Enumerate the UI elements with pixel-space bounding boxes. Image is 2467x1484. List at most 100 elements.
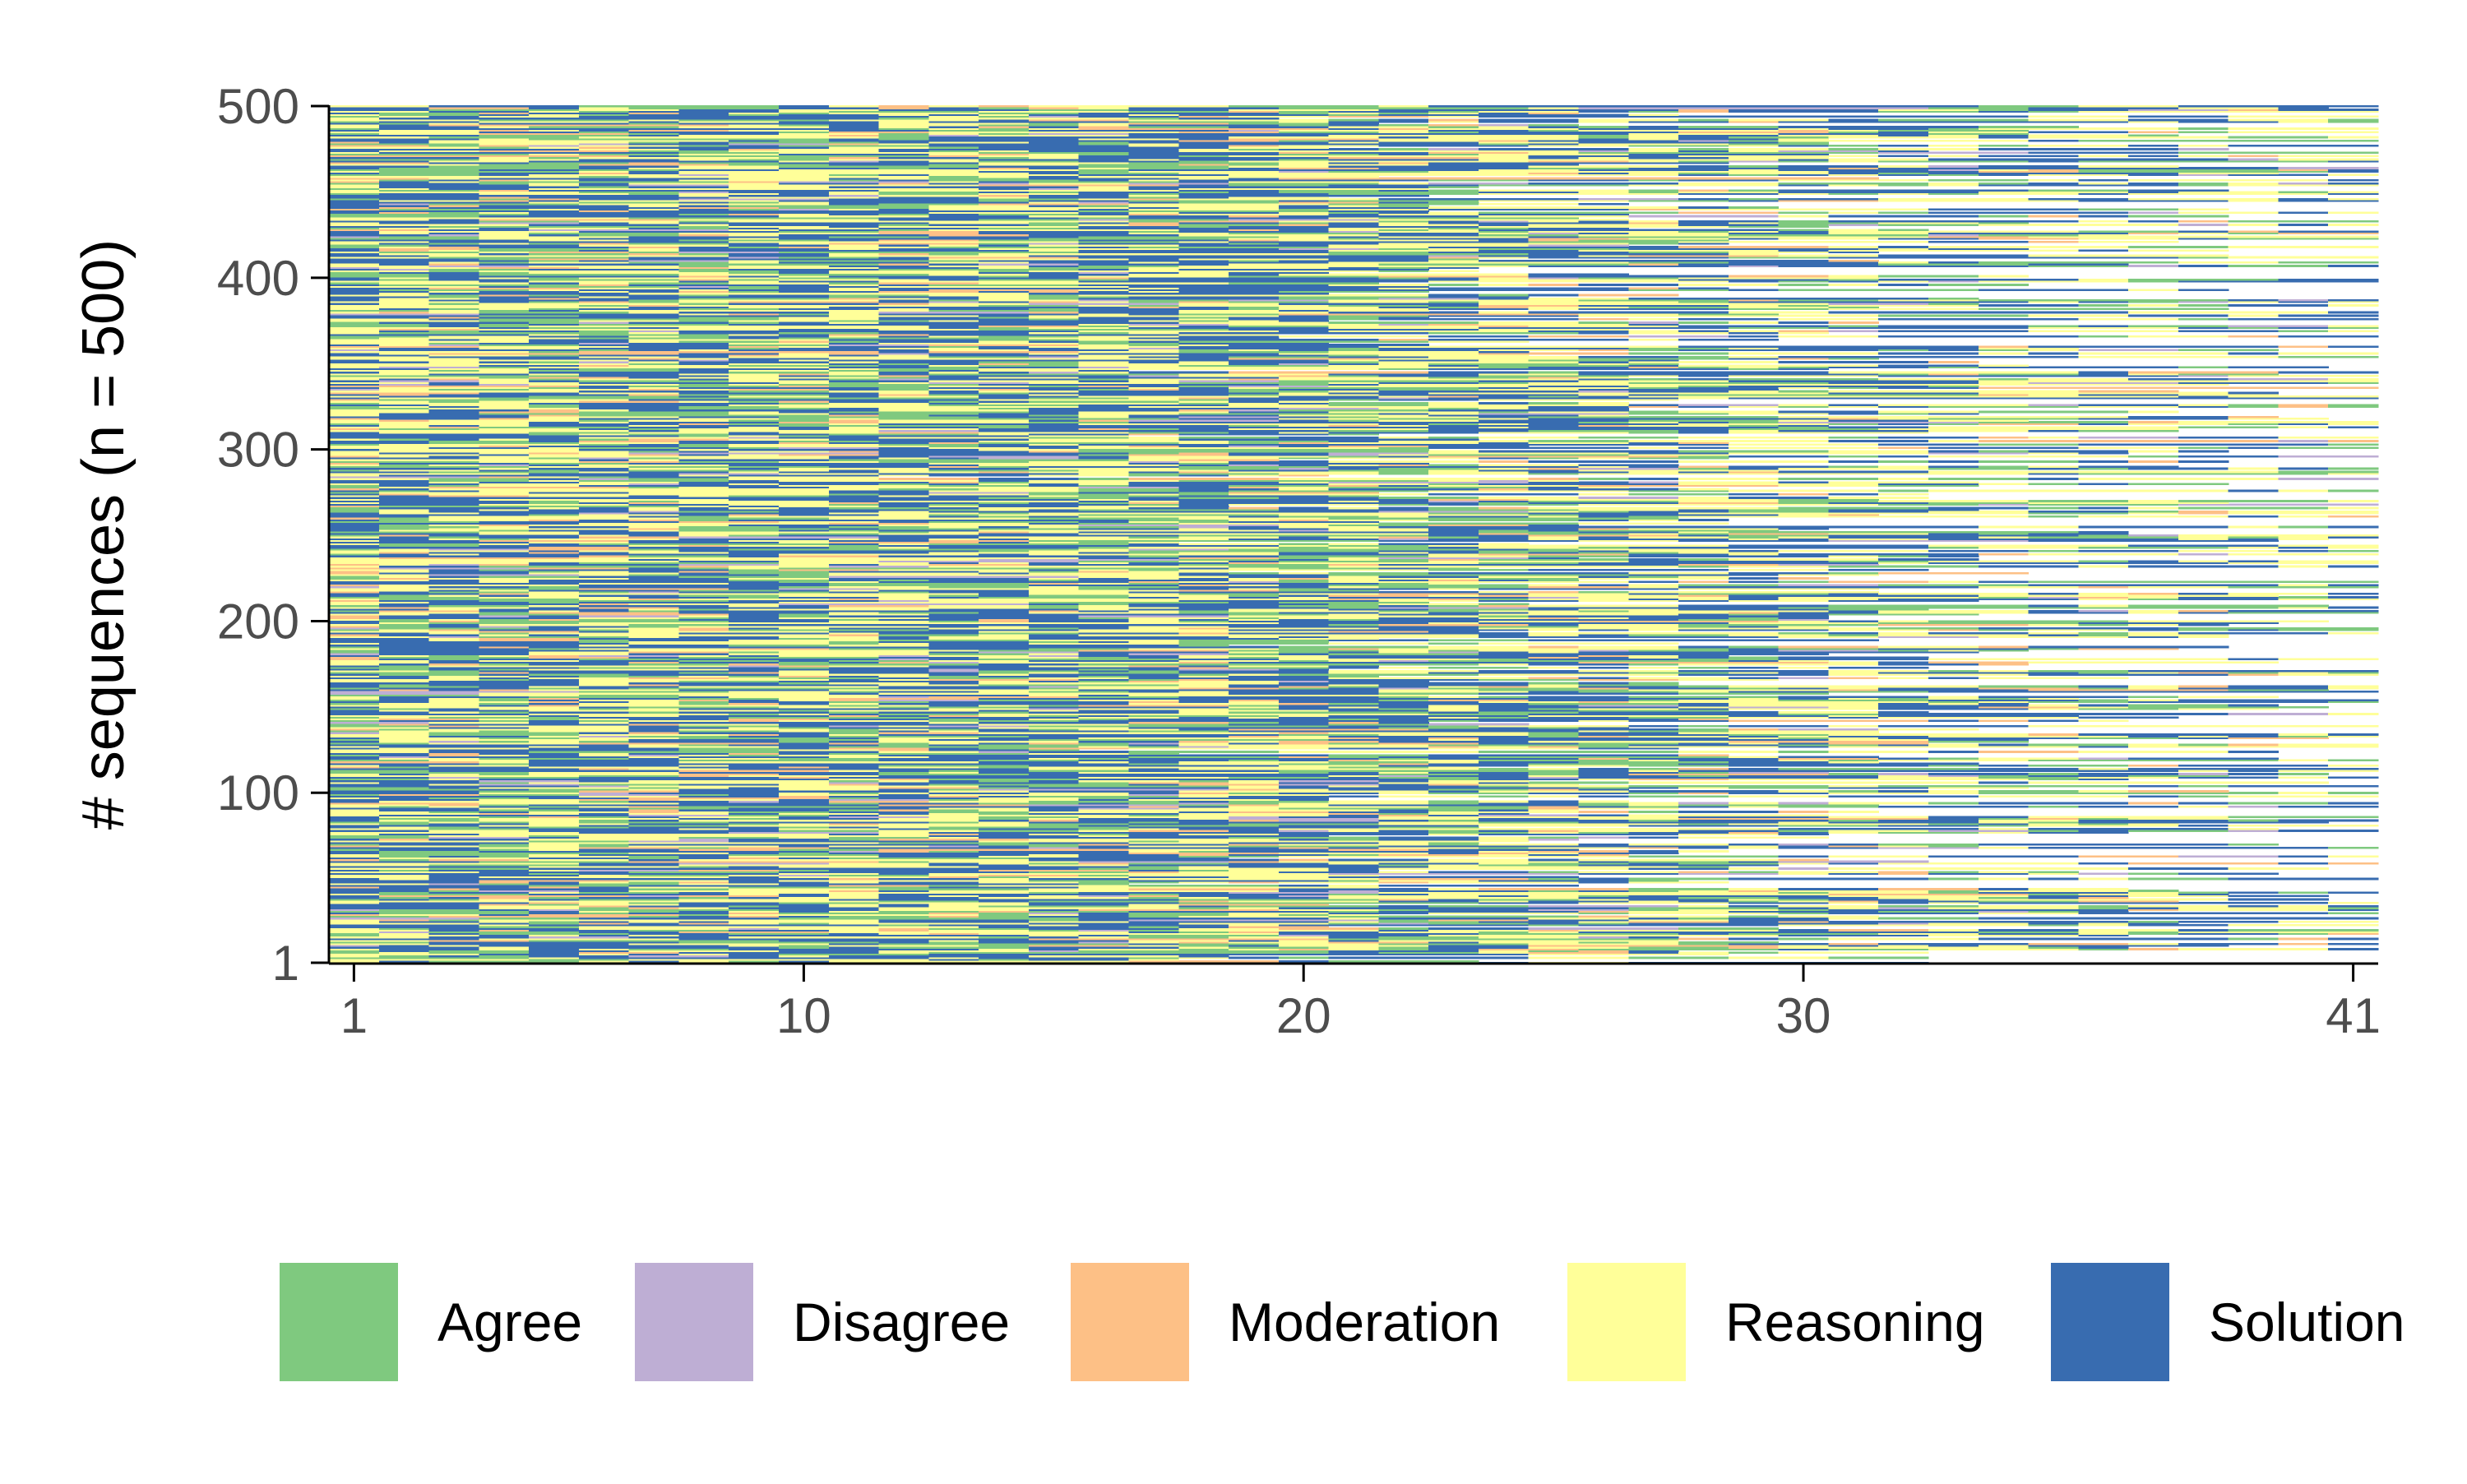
sequence-cell (928, 863, 979, 867)
sequence-row (329, 802, 2379, 805)
sequence-cell (578, 790, 630, 793)
sequence-cell (1428, 881, 1479, 884)
sequence-cell (2228, 792, 2280, 794)
sequence-cell (1478, 838, 1530, 841)
sequence-cell (1328, 754, 1379, 756)
sequence-cell (378, 915, 430, 918)
sequence-cell (378, 848, 430, 851)
sequence-cell (878, 792, 929, 794)
sequence-cell (979, 803, 1030, 807)
sequence-cell (1078, 899, 1130, 903)
sequence-cell (1378, 879, 1429, 882)
sequence-cell (1628, 778, 1679, 781)
sequence-cell (878, 899, 929, 903)
sequence-cell (1678, 784, 1729, 788)
sequence-cell (378, 857, 430, 860)
sequence-cell (1178, 830, 1229, 832)
sequence-cell (828, 917, 880, 920)
sequence-cell (1478, 863, 1530, 867)
sequence-cell (1178, 893, 1229, 896)
sequence-cell (1028, 771, 1080, 774)
sequence-cell (729, 800, 780, 803)
sequence-cell (1928, 888, 1979, 890)
sequence-cell (1628, 881, 1679, 884)
sequence-cell (1378, 915, 1429, 918)
sequence-cell (928, 869, 979, 871)
sequence-cell (979, 824, 1030, 827)
sequence-cell (1428, 932, 1479, 936)
sequence-cell (1229, 816, 1280, 819)
sequence-cell (1578, 822, 1629, 825)
sequence-cell (578, 819, 630, 822)
sequence-cell (2128, 828, 2179, 830)
sequence-cell (1078, 858, 1130, 862)
sequence-cell (578, 847, 630, 849)
sequence-cell (479, 841, 530, 844)
sequence-cell (729, 805, 780, 808)
sequence-cell (979, 871, 1030, 873)
sequence-cell (878, 805, 929, 808)
sequence-cell (1478, 778, 1530, 781)
sequence-cell (979, 792, 1030, 794)
sequence-cell (1078, 884, 1130, 887)
sequence-cell (729, 836, 780, 839)
sequence-cell (1078, 959, 1130, 963)
sequence-cell (878, 917, 929, 920)
sequence-cell (1128, 795, 1179, 798)
sequence-cell (928, 834, 979, 838)
sequence-cell (1728, 890, 1780, 892)
sequence-cell (878, 847, 929, 849)
sequence-cell (1878, 790, 1929, 793)
sequence-cell (1528, 896, 1580, 899)
sequence-row (329, 833, 1830, 835)
sequence-cell (1428, 795, 1479, 798)
sequence-cell (1528, 786, 1580, 789)
sequence-cell (878, 770, 929, 772)
sequence-cell (979, 917, 1030, 920)
sequence-cell (1928, 719, 1979, 723)
sequence-cell (2228, 713, 2280, 715)
sequence-cell (1828, 786, 1879, 789)
sequence-cell (2228, 781, 2280, 784)
sequence-cell (678, 863, 729, 867)
sequence-cell (2028, 733, 2079, 736)
sequence-cell (1528, 910, 1580, 913)
sequence-cell (779, 936, 830, 939)
sequence-cell (1528, 922, 1580, 925)
sequence-cell (678, 877, 729, 881)
sequence-cell (1928, 822, 1979, 825)
sequence-cell (1978, 786, 2030, 789)
sequence-cell (1328, 862, 1379, 865)
sequence-cell (329, 852, 380, 854)
sequence-cell (878, 901, 929, 904)
sequence-cell (2028, 948, 2079, 950)
sequence-cell (479, 779, 530, 783)
sequence-cell (1628, 816, 1679, 819)
sequence-cell (1828, 915, 1879, 918)
sequence-cell (1628, 922, 1679, 925)
sequence-cell (1728, 784, 1780, 788)
sequence-cell (1229, 805, 1280, 808)
sequence-cell (878, 927, 929, 930)
sequence-cell (1328, 809, 1379, 811)
sequence-cell (1178, 857, 1229, 860)
sequence-cell (2078, 790, 2129, 793)
sequence-cell (1028, 895, 1080, 898)
sequence-cell (678, 941, 729, 944)
sequence-cell (1229, 941, 1280, 944)
sequence-cell (1478, 805, 1530, 808)
sequence-cell (1528, 860, 1580, 863)
sequence-cell (628, 839, 680, 843)
sequence-cell (2078, 923, 2129, 927)
sequence-cell (1278, 941, 1330, 944)
sequence-cell (1428, 937, 1479, 941)
sequence-cell (1578, 890, 1629, 892)
sequence-cell (378, 899, 430, 903)
sequence-cell (878, 783, 929, 786)
sequence-cell (1828, 899, 1879, 903)
sequence-cell (1478, 790, 1530, 793)
sequence-cell (1229, 770, 1280, 772)
sequence-cell (1928, 934, 1979, 937)
sequence-cell (2278, 901, 2329, 904)
sequence-cell (1528, 850, 1580, 853)
